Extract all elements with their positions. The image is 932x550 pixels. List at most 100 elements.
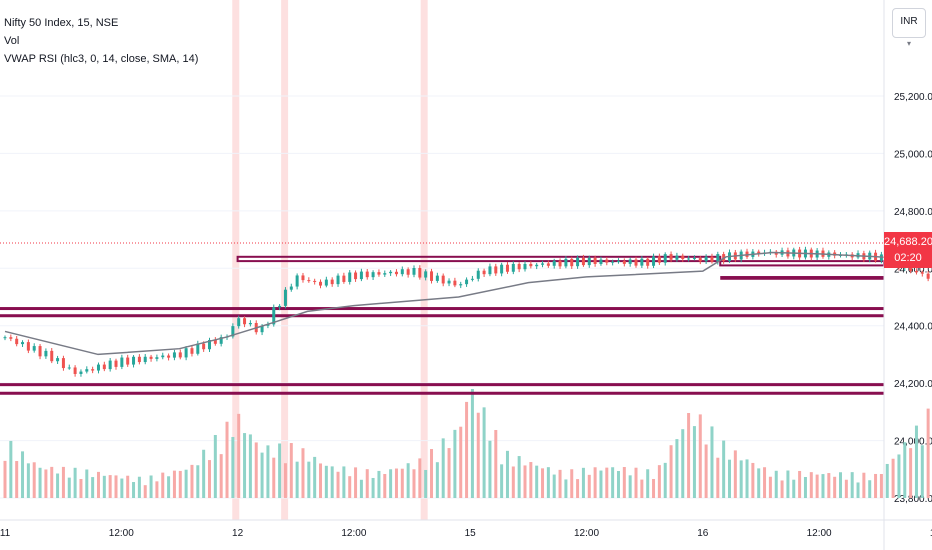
y-tick-label: 24,400.00: [894, 322, 932, 333]
volume-bar: [260, 452, 264, 498]
volume-bar: [663, 462, 667, 498]
candle-body: [418, 268, 422, 278]
volume-bar: [687, 413, 691, 498]
y-tick-label: 25,200.00: [894, 92, 932, 103]
volume-bar: [511, 466, 515, 498]
candle-body: [628, 259, 632, 264]
highlight-band: [281, 0, 289, 520]
vwap-rsi-indicator-label[interactable]: VWAP RSI (hlc3, 0, 14, close, SMA, 14): [4, 53, 199, 65]
volume-bar: [856, 482, 860, 498]
candle-body: [307, 280, 311, 282]
volume-bar: [120, 478, 124, 498]
candle-body: [202, 343, 206, 350]
volume-bar: [535, 465, 539, 498]
candle-body: [32, 346, 36, 351]
candle-body: [435, 275, 439, 281]
volume-bar: [383, 473, 387, 498]
candle-body: [38, 346, 42, 357]
candle-body: [406, 269, 410, 275]
candle-body: [611, 261, 615, 263]
volume-bar: [634, 467, 638, 498]
symbol-title[interactable]: Nifty 50 Index, 15, NSE: [4, 17, 119, 29]
volume-bar: [324, 465, 328, 498]
candle-body: [657, 256, 661, 263]
candle-body: [149, 356, 153, 359]
x-tick-label: 12:00: [807, 528, 832, 539]
candle-body: [570, 258, 574, 267]
volume-bar: [833, 476, 837, 498]
volume-bar: [844, 479, 848, 498]
volume-bar: [143, 485, 147, 498]
candle-body: [231, 326, 235, 337]
candle-body: [558, 260, 562, 267]
volume-bar: [56, 473, 60, 498]
volume-bar: [225, 421, 229, 498]
candle-body: [114, 360, 118, 367]
candle-body: [616, 260, 620, 262]
candle-body: [541, 263, 545, 265]
volume-bar: [38, 467, 42, 498]
candle-body: [669, 254, 673, 260]
candle-body: [184, 348, 188, 358]
volume-bar: [377, 470, 381, 498]
volume-bar: [272, 457, 276, 498]
candle-body: [248, 322, 252, 325]
candle-body: [102, 364, 106, 370]
volume-bar: [266, 445, 270, 498]
candle-body: [646, 258, 650, 266]
volume-indicator-label[interactable]: Vol: [4, 35, 20, 47]
currency-button[interactable]: INR ▾: [892, 8, 926, 48]
candle-body: [85, 369, 89, 372]
last-price-value: 24,688.20: [884, 236, 932, 248]
candle-body: [196, 343, 200, 354]
candle-body: [634, 259, 638, 266]
volume-bar: [745, 459, 749, 498]
candle-body: [424, 271, 428, 278]
volume-bar: [839, 472, 843, 498]
candle-body: [383, 273, 387, 275]
candle-body: [132, 356, 136, 365]
bar-countdown: 02:20: [894, 252, 922, 264]
candle-body: [511, 263, 515, 272]
candle-body: [190, 348, 194, 354]
candle-body: [389, 271, 393, 274]
volume-bar: [190, 464, 194, 498]
candle-body: [447, 280, 451, 284]
candle-body: [465, 279, 469, 285]
volume-bar: [774, 470, 778, 498]
candle-body: [260, 325, 264, 333]
volume-bar: [132, 482, 136, 498]
volume-bar: [354, 467, 358, 498]
candle-body: [3, 337, 7, 339]
volume-bar: [126, 475, 130, 498]
candle-body: [359, 271, 363, 280]
candle-body: [692, 258, 696, 260]
candle-body: [79, 371, 83, 374]
volume-bar: [903, 442, 907, 498]
volume-bar: [850, 472, 854, 498]
volume-bar: [330, 466, 334, 498]
volume-bar: [593, 467, 597, 498]
candle-body: [237, 318, 241, 327]
volume-bar: [50, 466, 54, 498]
volume-bar: [243, 433, 247, 498]
volume-bar: [441, 438, 445, 498]
chevron-down-icon: ▾: [907, 39, 912, 48]
candle-body: [120, 357, 124, 367]
candle-body: [178, 352, 182, 358]
volume-bar: [914, 425, 918, 498]
candle-body: [336, 275, 340, 285]
volume-bar: [576, 479, 580, 498]
candle-body: [400, 269, 404, 275]
volume-bar: [669, 445, 673, 498]
volume-bar: [167, 476, 171, 498]
candle-body: [681, 255, 685, 260]
volume-bar: [792, 479, 796, 498]
volume-bar: [161, 472, 165, 498]
currency-label: INR: [900, 16, 918, 27]
candle-body: [301, 275, 305, 281]
candle-body: [459, 284, 463, 286]
volume-bar: [541, 468, 545, 498]
volume-bar: [470, 389, 474, 498]
